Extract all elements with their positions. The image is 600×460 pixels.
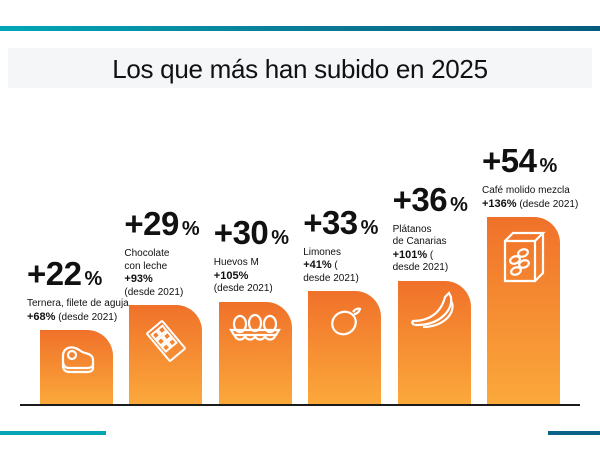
bar — [40, 330, 113, 405]
change-since-2021: +41% — [303, 259, 332, 272]
label-text: (desde 2021) — [213, 283, 273, 295]
percent-sign: % — [450, 193, 468, 216]
baseline — [20, 404, 580, 406]
label-text: de Canarias — [392, 236, 447, 248]
label-text: Plátanos — [392, 223, 432, 235]
chart-title: Los que más han subido en 2025 — [112, 54, 488, 84]
percent-sign: % — [360, 216, 379, 239]
value-label: +36% — [392, 180, 468, 221]
label-text: desde 2021) — [303, 272, 359, 284]
change-since-2021: +105% — [213, 269, 249, 282]
label-text: (desde 2021) — [55, 311, 118, 323]
percent-sign: % — [181, 218, 200, 241]
bar — [397, 280, 471, 405]
label-text: Huevos M — [213, 257, 259, 269]
data-label: +22% Ternera, filete de aguja +68% (desde … — [27, 255, 129, 325]
bar — [218, 301, 292, 405]
category-label-line: (desde 2021) — [124, 287, 199, 300]
label-text: Ternera, filete de aguja — [27, 298, 129, 310]
title-band — [8, 48, 592, 88]
percent-sign: % — [271, 227, 289, 250]
category-label-line: con leche — [124, 261, 199, 274]
category-label-line: Ternera, filete de aguja — [27, 298, 129, 311]
data-label: +29% Chocolate con leche +93% (desde 2021) — [124, 205, 200, 300]
bar — [129, 305, 203, 405]
bottom-accent-right — [548, 431, 600, 435]
bar — [308, 291, 382, 405]
category-label-line: +41% ( — [303, 259, 378, 273]
label-text: Limones — [303, 246, 341, 258]
category-label-line: Huevos M — [214, 257, 289, 270]
value-number: +36 — [392, 180, 448, 218]
change-since-2021: +93% — [124, 273, 153, 286]
data-label: +54% Café molido mezcla +136% (desde 2021) — [482, 142, 578, 212]
data-label: +33% Limones +41% (desde 2021) — [303, 203, 379, 286]
bar — [487, 217, 560, 405]
percent-sign: % — [539, 155, 557, 178]
label-text: ( — [331, 260, 338, 272]
percent-sign: % — [84, 268, 102, 291]
category-label-line: +136% (desde 2021) — [482, 198, 578, 212]
value-number: +30 — [213, 214, 269, 252]
category-label-line: Chocolate — [124, 248, 199, 261]
label-text: desde 2021) — [392, 262, 449, 274]
value-number: +22 — [27, 255, 82, 293]
category-label-line: +105% — [214, 270, 289, 284]
change-since-2021: +136% — [482, 197, 517, 210]
category-label-line: +101% ( — [393, 249, 468, 263]
value-label: +29% — [124, 205, 200, 245]
change-since-2021: +68% — [27, 310, 56, 323]
value-number: +29 — [124, 205, 179, 243]
category-label-line: de Canarias — [393, 236, 468, 249]
category-label-line: desde 2021) — [393, 262, 468, 275]
bottom-accent-left — [0, 431, 106, 435]
category-label-line: (desde 2021) — [214, 283, 289, 296]
label-text: (desde 2021) — [516, 198, 579, 210]
label-text: con leche — [124, 260, 168, 272]
value-label: +22% — [27, 255, 129, 295]
value-number: +54 — [482, 142, 537, 180]
label-text: (desde 2021) — [124, 286, 184, 298]
label-text: ( — [427, 249, 434, 261]
category-label-line: desde 2021) — [303, 273, 378, 286]
value-number: +33 — [303, 203, 358, 241]
data-label: +30% Huevos M +105% (desde 2021) — [213, 214, 289, 296]
value-label: +33% — [303, 203, 379, 244]
change-since-2021: +101% — [392, 248, 428, 261]
top-accent-line — [0, 26, 600, 31]
value-label: +54% — [482, 142, 578, 182]
label-text: Café molido mezcla — [482, 185, 570, 197]
category-label-line: Plátanos — [393, 224, 468, 237]
category-label-line: +93% — [124, 273, 199, 287]
category-label-line: Café molido mezcla — [482, 185, 578, 198]
category-label-line: +68% (desde 2021) — [27, 311, 129, 325]
label-text: Chocolate — [124, 248, 170, 260]
data-label: +36% Plátanos de Canarias +101% (desde 2021… — [392, 180, 468, 275]
value-label: +30% — [213, 214, 289, 254]
category-label-line: Limones — [303, 247, 378, 260]
